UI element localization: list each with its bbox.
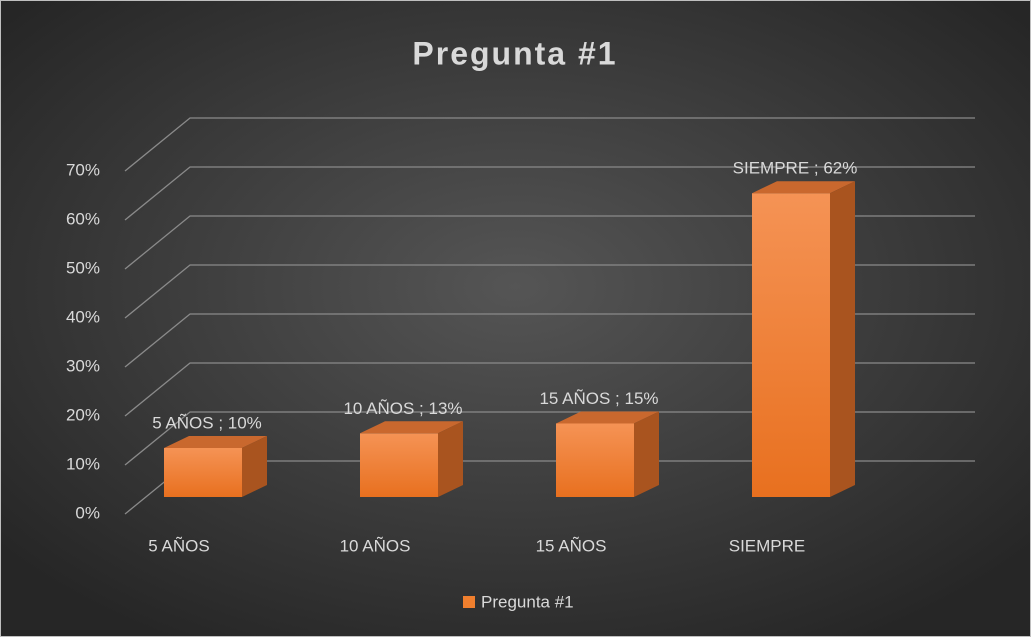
grid-line (124, 264, 975, 319)
grid-line (124, 362, 975, 417)
bar-front (556, 423, 634, 497)
bar (556, 411, 659, 497)
bar (752, 181, 855, 497)
plot-area: 0% 10% 20% 30% 40% 50% 60% 70% 5 AÑOS ; 10% 5 AÑO… (66, 117, 975, 611)
data-label: 10 AÑOS ; 13% (343, 399, 462, 418)
legend-label: Pregunta #1 (481, 592, 574, 611)
legend-swatch (463, 596, 475, 608)
bar-front (164, 448, 242, 497)
y-tick-label: 40% (66, 307, 100, 326)
bar-top (752, 181, 855, 194)
grid-line (124, 215, 975, 270)
data-label: 5 AÑOS ; 10% (152, 413, 262, 432)
y-tick-label: 10% (66, 454, 100, 473)
bar-top (164, 436, 267, 448)
x-tick-label: 15 AÑOS (536, 536, 607, 555)
y-tick-label: 70% (66, 160, 100, 179)
y-tick-label: 50% (66, 258, 100, 277)
grid-line (124, 117, 975, 172)
x-tick-label: 10 AÑOS (340, 536, 411, 555)
bar-side (830, 181, 855, 497)
bar-front (752, 193, 830, 497)
x-tick-label: 5 AÑOS (148, 536, 209, 555)
data-label: SIEMPRE ; 62% (733, 159, 858, 178)
y-tick-label: 60% (66, 209, 100, 228)
bar-side (634, 411, 659, 497)
bar (164, 436, 267, 497)
bar (360, 421, 463, 497)
grid-line (124, 411, 975, 466)
bar-side (242, 436, 267, 497)
bar-top (556, 411, 659, 424)
chart-title: Pregunta #1 (412, 35, 617, 71)
data-label: 15 AÑOS ; 15% (539, 389, 658, 408)
x-tick-label: SIEMPRE (729, 536, 806, 555)
y-tick-label: 30% (66, 356, 100, 375)
grid-line (124, 166, 975, 221)
bar-top (360, 421, 463, 434)
grid-line (124, 313, 975, 368)
bar-front (360, 433, 438, 497)
y-tick-label: 0% (75, 503, 100, 522)
y-tick-label: 20% (66, 405, 100, 424)
bar-side (438, 421, 463, 497)
